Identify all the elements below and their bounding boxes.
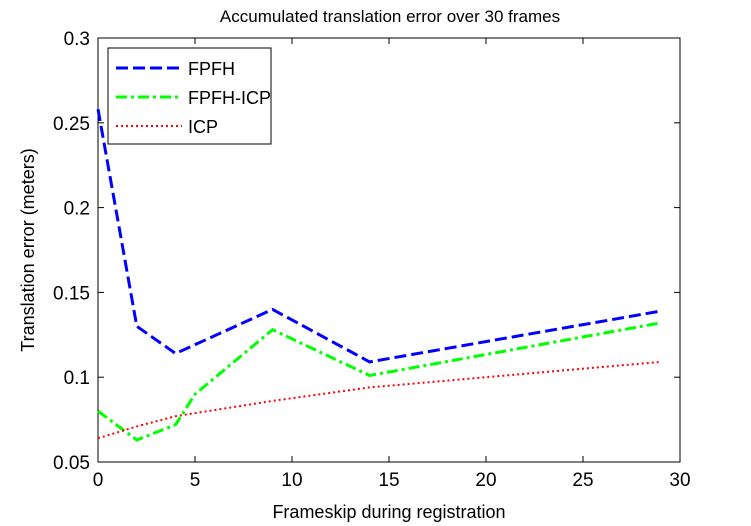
legend: FPFH FPFH-ICP ICP [107,47,272,145]
x-tick-label: 10 [281,470,302,491]
y-axis-title: Translation error (meters) [18,148,38,351]
x-tick-label: 30 [669,470,690,491]
ticks-layer: 0 5 10 15 20 25 30 0.05 0.1 0.15 0.2 0.25 0.3 [53,29,691,491]
series-line-fpfh-icp [97,321,661,442]
x-axis-title: Frameskip during registration [272,502,505,522]
legend-label: ICP [188,117,218,137]
legend-box [107,47,272,145]
plot-area: 0 5 10 15 20 25 30 0.05 0.1 0.15 0.2 0.25 0.3 [53,29,691,491]
x-tick-label: 5 [190,470,201,491]
y-tick-label: 0.3 [64,29,90,50]
x-tick-label: 15 [378,470,399,491]
x-tick-label: 20 [475,470,496,491]
legend-label: FPFH-ICP [188,88,271,108]
y-tick-label: 0.25 [53,114,90,135]
chart-title: Accumulated translation error over 30 fr… [220,7,560,26]
legend-label: FPFH [188,59,235,79]
x-tick-label: 25 [572,470,593,491]
series-layer [96,108,661,442]
y-tick-label: 0.1 [64,368,90,389]
series-line-fpfh [96,108,661,364]
x-tick-label: 0 [93,470,104,491]
y-tick-label: 0.15 [53,283,90,304]
y-tick-label: 0.05 [53,453,90,474]
y-tick-label: 0.2 [64,199,90,220]
series-line-icp [97,360,661,440]
